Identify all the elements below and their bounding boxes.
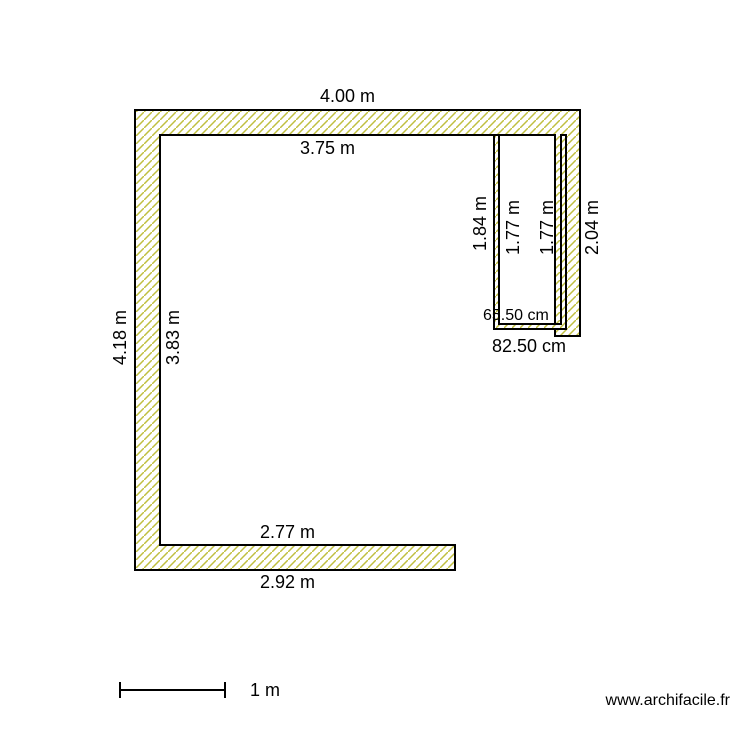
dim-left-outer: 4.18 m: [110, 310, 131, 365]
dim-nook-depth-outer: 1.84 m: [470, 196, 491, 251]
plan-svg: [0, 0, 750, 750]
dim-nook-width-inner: 65.50 cm: [483, 307, 549, 325]
dim-top-outer: 4.00 m: [320, 86, 375, 107]
scale-label: 1 m: [250, 680, 280, 701]
attribution-text: www.archifacile.fr: [606, 692, 730, 710]
dim-bottom-inner: 2.77 m: [260, 522, 315, 543]
dim-right-outer: 2.04 m: [582, 200, 603, 255]
dim-nook-width-outer: 82.50 cm: [492, 336, 566, 357]
dim-left-inner: 3.83 m: [163, 310, 184, 365]
dim-bottom-outer: 2.92 m: [260, 572, 315, 593]
dim-nook-depth-inner: 1.77 m: [503, 200, 524, 255]
scale-bar: [120, 682, 225, 698]
dim-right-inner: 1.77 m: [537, 200, 558, 255]
dim-top-inner: 3.75 m: [300, 138, 355, 159]
floorplan-canvas: 4.00 m 3.75 m 4.18 m 3.83 m 2.04 m 1.77 …: [0, 0, 750, 750]
